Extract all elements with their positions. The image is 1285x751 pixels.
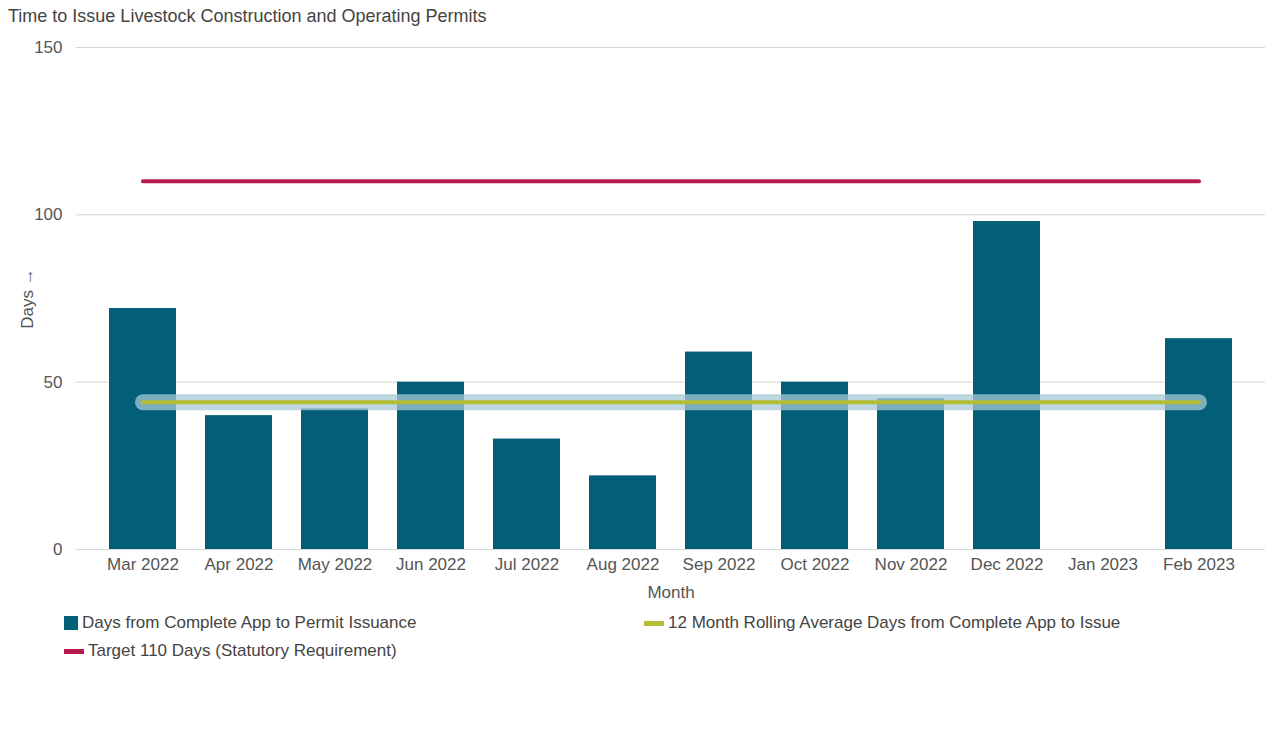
svg-text:150: 150 <box>34 38 62 57</box>
svg-text:0: 0 <box>53 540 62 559</box>
svg-text:Nov 2022: Nov 2022 <box>875 555 948 574</box>
svg-text:Feb 2023: Feb 2023 <box>1163 555 1235 574</box>
svg-text:50: 50 <box>44 373 63 392</box>
html-text:Days from Complete App to Perm: Days from Complete App to Permit Issuanc… <box>82 613 417 632</box>
svg-text:Mar 2022: Mar 2022 <box>107 555 179 574</box>
html-text:Time to Issue Livestock Constr: Time to Issue Livestock Construction and… <box>8 6 487 26</box>
svg-text:Sep 2022: Sep 2022 <box>683 555 756 574</box>
svg-text:Apr 2022: Apr 2022 <box>205 555 274 574</box>
svg-text:Jun 2022: Jun 2022 <box>396 555 466 574</box>
svg-text:May 2022: May 2022 <box>298 555 373 574</box>
svg-text:Oct 2022: Oct 2022 <box>781 555 850 574</box>
svg-text:Jan 2023: Jan 2023 <box>1068 555 1138 574</box>
svg-text:Month: Month <box>647 583 694 602</box>
svg-text:100: 100 <box>34 205 62 224</box>
svg-text:Dec 2022: Dec 2022 <box>971 555 1044 574</box>
svg-text:Days →: Days → <box>18 268 37 328</box>
html-text:12 Month Rolling Average Days: 12 Month Rolling Average Days from Compl… <box>668 613 1121 632</box>
svg-text:Aug 2022: Aug 2022 <box>587 555 660 574</box>
html-text:Target 110 Days (Statutory Req: Target 110 Days (Statutory Requirement) <box>88 641 397 660</box>
svg-text:Jul 2022: Jul 2022 <box>495 555 559 574</box>
